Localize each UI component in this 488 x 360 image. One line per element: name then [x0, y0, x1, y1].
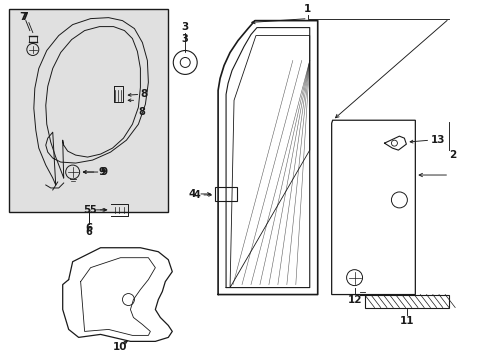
- Text: 6: 6: [85, 223, 92, 233]
- Text: 2: 2: [448, 150, 455, 160]
- Text: 6: 6: [85, 227, 92, 237]
- Text: 5: 5: [89, 205, 95, 215]
- Text: 1: 1: [304, 4, 311, 14]
- Text: 7: 7: [21, 12, 28, 22]
- Text: 9: 9: [101, 167, 107, 177]
- Polygon shape: [331, 120, 414, 294]
- Text: 7: 7: [19, 12, 26, 22]
- Text: 5: 5: [83, 205, 90, 215]
- Text: 11: 11: [399, 316, 414, 327]
- Text: 8: 8: [140, 89, 147, 99]
- Bar: [215, 187, 237, 201]
- Text: 8: 8: [138, 107, 145, 117]
- Bar: [364, 294, 448, 307]
- Text: 3: 3: [181, 22, 188, 32]
- Text: 3: 3: [182, 33, 188, 44]
- Text: 10: 10: [113, 342, 127, 352]
- Text: 4: 4: [188, 189, 196, 199]
- Text: 4: 4: [193, 190, 200, 200]
- Text: 9: 9: [99, 167, 105, 177]
- Bar: [9, 9, 168, 212]
- Text: 13: 13: [430, 135, 445, 145]
- Text: 12: 12: [346, 294, 361, 305]
